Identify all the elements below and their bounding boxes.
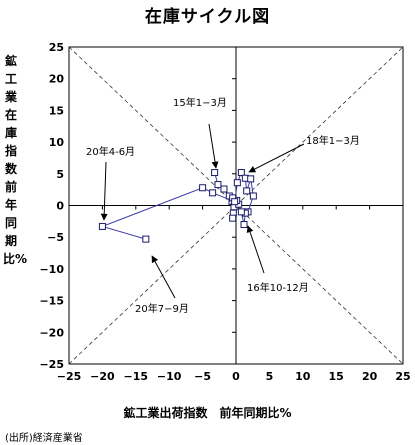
data-point (231, 198, 239, 206)
data-point (214, 181, 222, 189)
annotation-arrow (248, 143, 305, 173)
y-tick-label: 10 (49, 136, 65, 149)
annotation-label: 20年7−9月 (135, 302, 189, 315)
x-tick-label: −15 (124, 370, 149, 383)
source-note: (出所)経済産業省 (5, 433, 83, 444)
data-point (199, 184, 207, 192)
data-point (211, 169, 219, 177)
y-tick-label: −15 (39, 295, 64, 308)
annotation-arrow (246, 225, 265, 274)
data-point (209, 189, 217, 197)
data-point (247, 175, 255, 183)
x-tick-label: −20 (90, 370, 115, 383)
x-tick-label: 5 (266, 370, 274, 383)
annotation-label: 20年4-6月 (86, 145, 135, 158)
y-tick-label: −25 (39, 358, 64, 371)
x-tick-label: 25 (395, 370, 410, 383)
chart-title: 在庫サイクル図 (144, 7, 271, 27)
y-tick-label: −5 (47, 231, 64, 244)
data-point (237, 169, 245, 177)
x-tick-label: −25 (57, 370, 82, 383)
x-tick-label: 10 (295, 370, 311, 383)
data-point (229, 214, 237, 222)
data-point (142, 235, 150, 243)
data-point (249, 192, 257, 200)
annotation-arrow (208, 123, 219, 169)
annotation-label: 15年1−3月 (173, 96, 227, 109)
annotation-arrow (151, 255, 176, 299)
x-tick-label: −10 (157, 370, 182, 383)
y-tick-label: 0 (56, 200, 64, 213)
y-tick-label: −20 (39, 326, 64, 339)
annotation-arrow (100, 161, 108, 221)
x-tick-label: 0 (232, 370, 240, 383)
y-tick-label: 20 (49, 73, 65, 86)
annotation-label: 16年10-12月 (247, 281, 309, 294)
x-tick-label: −5 (194, 370, 211, 383)
y-tick-label: −10 (39, 263, 64, 276)
x-tick-label: 20 (362, 370, 378, 383)
x-tick-label: 15 (329, 370, 344, 383)
data-point (220, 185, 228, 193)
data-point (233, 179, 241, 187)
data-point (98, 222, 106, 230)
y-tick-label: 15 (49, 104, 64, 117)
data-point (240, 221, 248, 229)
data-point (243, 187, 251, 195)
annotation-label: 18年1−3月 (306, 134, 360, 147)
y-tick-label: 25 (49, 41, 64, 54)
y-tick-label: 5 (56, 168, 64, 181)
data-point (237, 208, 245, 216)
x-axis-label: 鉱工業出荷指数 前年同期比% (123, 406, 292, 420)
